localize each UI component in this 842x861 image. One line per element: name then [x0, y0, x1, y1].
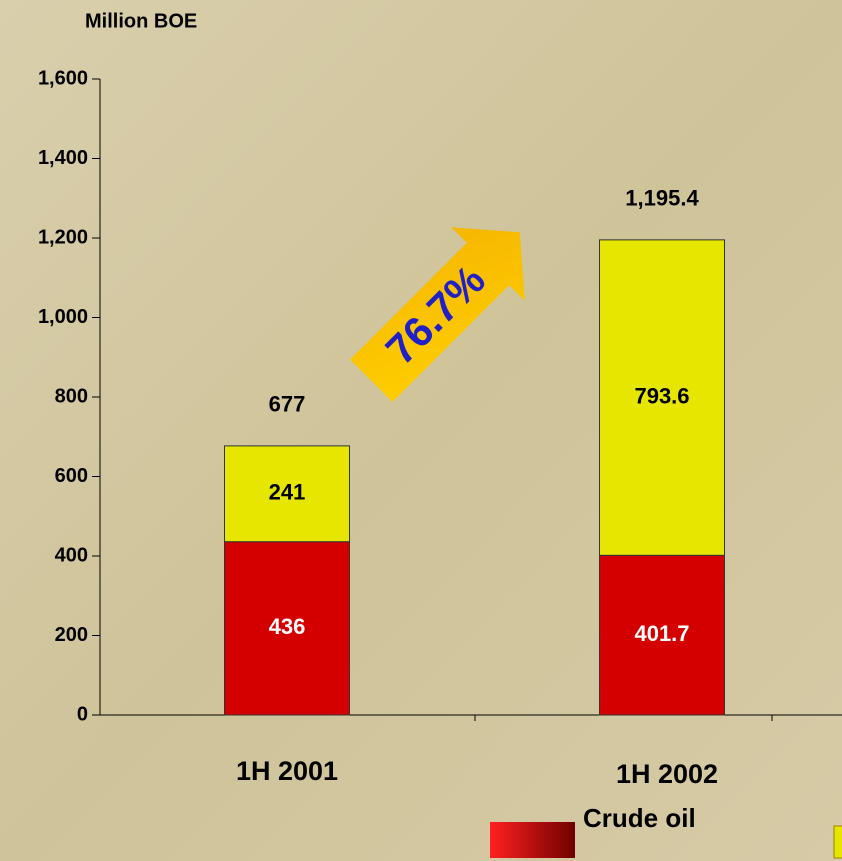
segment-label: 401.7 — [634, 621, 689, 646]
bar-segment — [224, 541, 350, 716]
y-tick-label: 800 — [55, 385, 88, 407]
legend-swatch — [833, 825, 842, 859]
y-tick-label: 1,200 — [38, 226, 88, 248]
segment-label: 793.6 — [634, 383, 689, 408]
total-label: 1,195.4 — [625, 186, 699, 211]
y-tick-label: 200 — [55, 624, 88, 646]
y-tick-label: 400 — [55, 544, 88, 566]
y-tick-label: 600 — [55, 465, 88, 487]
segment-label: 241 — [269, 480, 306, 505]
bar-segment — [599, 239, 725, 556]
y-tick-label: 1,000 — [38, 306, 88, 328]
segment-label: 436 — [269, 614, 306, 639]
total-label: 677 — [269, 392, 306, 417]
x-tick-label: 1H 2001 — [236, 756, 338, 786]
x-tick-label: 1H 2002 — [616, 759, 718, 789]
arrow-shape — [350, 227, 525, 402]
legend-label: Crude oil — [583, 803, 696, 833]
y-tick-label: 0 — [77, 703, 88, 725]
legend-swatch — [490, 822, 575, 858]
y-tick-label: 1,600 — [38, 67, 88, 89]
bar-segment — [224, 445, 350, 543]
y-tick-label: 1,400 — [38, 147, 88, 169]
bar-segment — [599, 554, 725, 716]
y-axis-title: Million BOE — [85, 10, 197, 32]
